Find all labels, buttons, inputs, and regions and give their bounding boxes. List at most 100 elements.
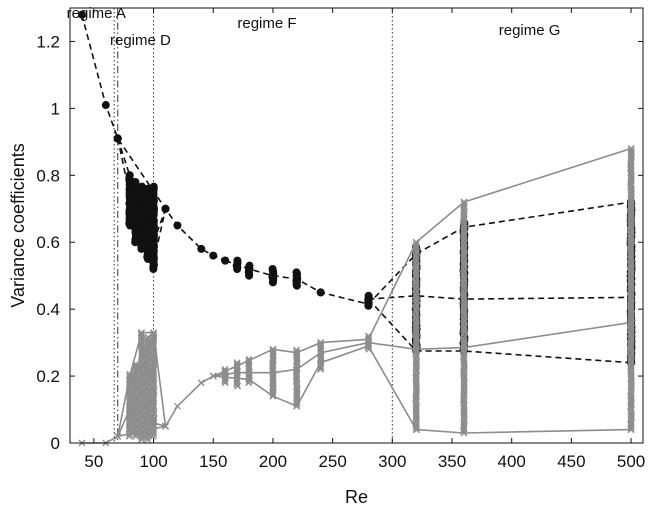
data-point: [412, 345, 420, 353]
data-point: [316, 340, 324, 348]
data-point: [268, 265, 277, 273]
data-point: [292, 268, 301, 277]
series-line: [368, 294, 632, 300]
data-point: [233, 256, 242, 265]
data-point: [269, 347, 277, 355]
x-tick-label: 300: [378, 452, 406, 471]
data-point: [221, 365, 229, 373]
data-point: [233, 360, 241, 368]
data-point: [460, 429, 468, 437]
y-tick-label: 1: [51, 99, 60, 118]
data-point: [233, 362, 241, 370]
data-point: [149, 238, 158, 247]
regime-label: regime A: [67, 5, 126, 22]
data-point: [138, 389, 146, 397]
data-point: [460, 198, 468, 206]
data-point: [162, 422, 169, 430]
x-tick-label: 400: [498, 452, 526, 471]
data-point: [293, 365, 301, 373]
data-point: [364, 295, 373, 304]
series-line: [224, 201, 632, 305]
regime-labels: regime A regime D regime F regime G: [67, 5, 561, 49]
y-tick-label: 0: [51, 434, 60, 453]
x-tick-label: 450: [557, 452, 585, 471]
series-circles: [77, 10, 636, 367]
x-tick-label: 250: [318, 452, 346, 471]
data-point: [125, 171, 134, 180]
y-tick-label: 1.2: [36, 32, 60, 51]
data-series: [77, 10, 636, 447]
data-point: [245, 265, 254, 273]
data-point: [125, 191, 134, 200]
series-line: [81, 14, 226, 262]
data-point: [269, 369, 277, 377]
plot-border: [69, 7, 644, 444]
data-point: [126, 370, 134, 378]
data-point: [137, 231, 146, 240]
data-point: [460, 200, 468, 208]
data-point: [245, 355, 253, 363]
axis-ticks: 50 100 150 200 250 300 350 400 450 500 0 0.2 0.4 0.6 0…: [36, 8, 645, 471]
data-point: [149, 182, 158, 191]
data-point: [460, 344, 468, 352]
regime-label: regime G: [499, 22, 561, 39]
data-point: [209, 372, 217, 380]
data-point: [173, 221, 182, 230]
data-point: [292, 275, 301, 284]
data-point: [293, 402, 301, 410]
data-point: [317, 349, 325, 357]
y-axis-label: Variance coefficients: [8, 143, 28, 307]
data-point: [316, 288, 325, 297]
y-tick-label: 0.6: [36, 233, 60, 252]
regime-label: regime D: [110, 32, 171, 49]
data-point: [364, 342, 372, 350]
data-point: [233, 369, 241, 377]
data-point: [269, 345, 277, 353]
data-point: [317, 359, 325, 367]
regime-label: regime F: [237, 15, 296, 32]
data-point: [268, 271, 277, 280]
plot-frame: [69, 7, 644, 444]
data-point: [209, 251, 218, 260]
data-point: [627, 319, 635, 326]
data-point: [113, 134, 122, 143]
data-point: [197, 379, 205, 387]
series-line: [212, 147, 632, 377]
data-point: [149, 258, 158, 267]
data-point: [412, 426, 420, 434]
data-point: [412, 241, 420, 249]
data-point: [221, 256, 230, 265]
data-point: [137, 211, 146, 220]
x-tick-label: 50: [84, 452, 103, 471]
data-point: [150, 419, 158, 427]
data-point: [132, 360, 140, 368]
data-point: [138, 329, 146, 337]
data-point: [150, 330, 158, 338]
y-tick-label: 0.8: [36, 166, 60, 185]
data-point: [627, 147, 635, 155]
data-point: [126, 406, 134, 413]
data-point: [114, 432, 122, 440]
x-axis-label: Re: [345, 487, 368, 507]
data-point: [150, 329, 158, 337]
data-point: [317, 339, 325, 347]
data-point: [627, 145, 635, 152]
data-point: [173, 402, 181, 410]
data-point: [293, 349, 301, 357]
data-point: [144, 333, 152, 341]
data-point: [412, 238, 420, 246]
data-point: [144, 335, 151, 343]
data-point: [269, 392, 277, 400]
x-tick-label: 500: [617, 452, 645, 471]
x-tick-label: 200: [259, 452, 287, 471]
data-point: [77, 10, 86, 19]
data-point: [627, 426, 635, 434]
data-point: [221, 367, 229, 375]
data-point: [126, 372, 134, 380]
y-tick-label: 0.2: [36, 367, 60, 386]
data-point: [101, 101, 110, 110]
data-point: [131, 178, 140, 186]
series-crosses: [78, 145, 635, 447]
